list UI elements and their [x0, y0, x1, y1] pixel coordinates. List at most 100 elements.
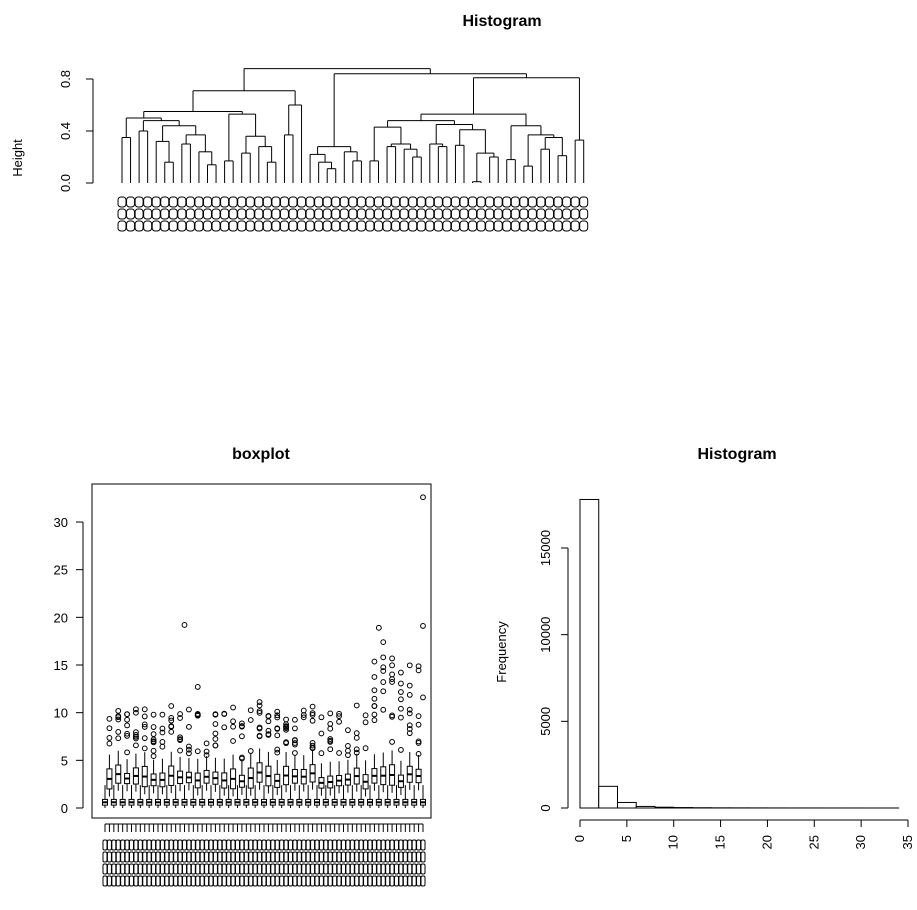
dendrogram-leaf-label — [168, 196, 178, 208]
boxplot-x-label — [173, 875, 179, 887]
dendrogram-leaf-label — [297, 208, 307, 220]
boxplot-x-label — [208, 851, 214, 863]
boxplot-outlier — [318, 750, 325, 757]
boxplot-x-label — [129, 863, 134, 875]
boxplot-outlier — [239, 723, 245, 729]
boxplot-x-label — [371, 851, 377, 863]
boxplot-x-label — [115, 851, 121, 863]
boxplot-outlier — [124, 730, 130, 737]
boxplot-x-label — [310, 851, 316, 863]
dendrogram-leaf-label — [339, 208, 349, 220]
boxplot-x-label — [420, 875, 426, 887]
boxplot-outlier — [389, 655, 395, 662]
boxplot-outlier — [389, 739, 395, 745]
boxplot-x-label — [367, 875, 373, 887]
boxplot-outlier — [380, 664, 387, 671]
boxplot-x-label — [288, 851, 293, 863]
boxplot-outlier — [194, 684, 201, 690]
boxplot-x-label — [221, 863, 227, 875]
boxplot-x-label — [402, 851, 408, 863]
dendrogram-leaf-label — [468, 208, 478, 220]
boxplot-x-label — [385, 875, 391, 887]
dendrogram-leaf-label — [151, 208, 161, 220]
dendrogram-leaf-label — [314, 220, 324, 232]
boxplot-outlier — [256, 702, 263, 709]
boxplot-outlier — [327, 710, 334, 717]
boxplot-x-label — [106, 863, 112, 875]
dendrogram-leaf-label — [254, 196, 264, 208]
boxplot-x-label — [248, 863, 254, 875]
boxplot-outlier — [362, 745, 369, 752]
dendrogram-leaf-label — [245, 208, 255, 220]
boxplot-outlier — [194, 711, 201, 718]
boxplot-outlier — [345, 752, 351, 759]
histogram-bars — [579, 498, 900, 809]
boxplot-x-label — [111, 851, 117, 863]
dendrogram-leaf-label — [305, 208, 315, 220]
dendrogram-leaf-label — [279, 196, 289, 208]
boxplot-outlier — [150, 724, 157, 730]
dendrogram-leaf-label — [348, 196, 358, 208]
dendrogram-leaf-label — [160, 208, 170, 220]
dendrogram-leaf-label — [553, 208, 563, 220]
boxplot-x-label — [376, 839, 382, 851]
boxplot-x-label — [354, 875, 360, 887]
dendrogram-leaf-label — [228, 196, 238, 208]
dendrogram-leaf-label — [536, 196, 546, 208]
boxplot-outlier — [150, 753, 157, 760]
dendrogram-leaf-label — [279, 220, 289, 232]
boxplot-x-label — [217, 851, 223, 863]
boxplot-x-label — [354, 851, 360, 863]
boxplot-x-label — [217, 875, 223, 887]
boxplot-x-label — [142, 851, 148, 863]
boxplot-outlier — [415, 663, 422, 670]
dendrogram-leaf-label — [493, 220, 503, 232]
boxplot-outlier — [203, 740, 210, 747]
dendrogram-leaf-label — [245, 196, 255, 208]
boxplot-outlier — [256, 708, 263, 714]
boxplot-x-label — [314, 851, 320, 863]
boxplot-x-label — [327, 839, 333, 851]
boxplot-x-label — [124, 851, 130, 863]
boxplot-outlier — [141, 713, 148, 720]
dendrogram-leaf-label — [433, 208, 443, 220]
boxplot-outlier — [230, 723, 236, 730]
boxplot-x-label — [283, 839, 289, 851]
boxplot-x-label — [146, 839, 152, 851]
dendrogram-leaf-label — [356, 208, 366, 220]
dendrogram-leaf-label — [502, 208, 512, 220]
boxplot-x-label — [177, 863, 183, 875]
dendrogram-leaf-label — [331, 208, 341, 220]
boxplot-x-label — [102, 875, 108, 887]
boxplot-outlier — [265, 718, 272, 725]
boxplot-x-label — [257, 839, 263, 851]
boxplot-x-label — [261, 863, 267, 875]
dendrogram-leaf-label — [194, 196, 204, 208]
boxplot-x-label — [398, 863, 404, 875]
boxplot-x-label — [411, 839, 417, 851]
boxplot-outlier — [398, 669, 404, 676]
boxplot-x-label — [164, 839, 170, 851]
dendrogram-leaf-label — [348, 208, 358, 220]
boxplot-x-labels — [102, 823, 426, 887]
boxplot-outlier — [420, 623, 426, 629]
boxplot-x-label — [345, 875, 351, 887]
boxplot-x-label — [327, 863, 333, 875]
dendrogram-leaf-label — [382, 220, 392, 232]
boxplot-outlier — [274, 732, 281, 739]
boxplot-x-label — [168, 875, 174, 887]
dendrogram-leaf-label — [442, 196, 452, 208]
dendrogram-leaf-label — [203, 220, 212, 232]
boxplot-x-label — [235, 839, 240, 851]
dendrogram-leaf-label — [519, 220, 529, 232]
histogram-ytick-label: 0 — [538, 804, 553, 811]
boxplot-outlier — [398, 714, 404, 721]
boxplot-outlier — [141, 735, 148, 742]
boxplot-outlier — [406, 710, 413, 717]
dendrogram-leaf-label — [510, 208, 520, 220]
boxplot-outlier — [274, 746, 281, 753]
boxplot-x-label — [310, 839, 316, 851]
boxplot-outlier — [371, 695, 378, 702]
boxplot-outlier — [406, 682, 413, 689]
boxplot-x-label — [318, 839, 324, 851]
